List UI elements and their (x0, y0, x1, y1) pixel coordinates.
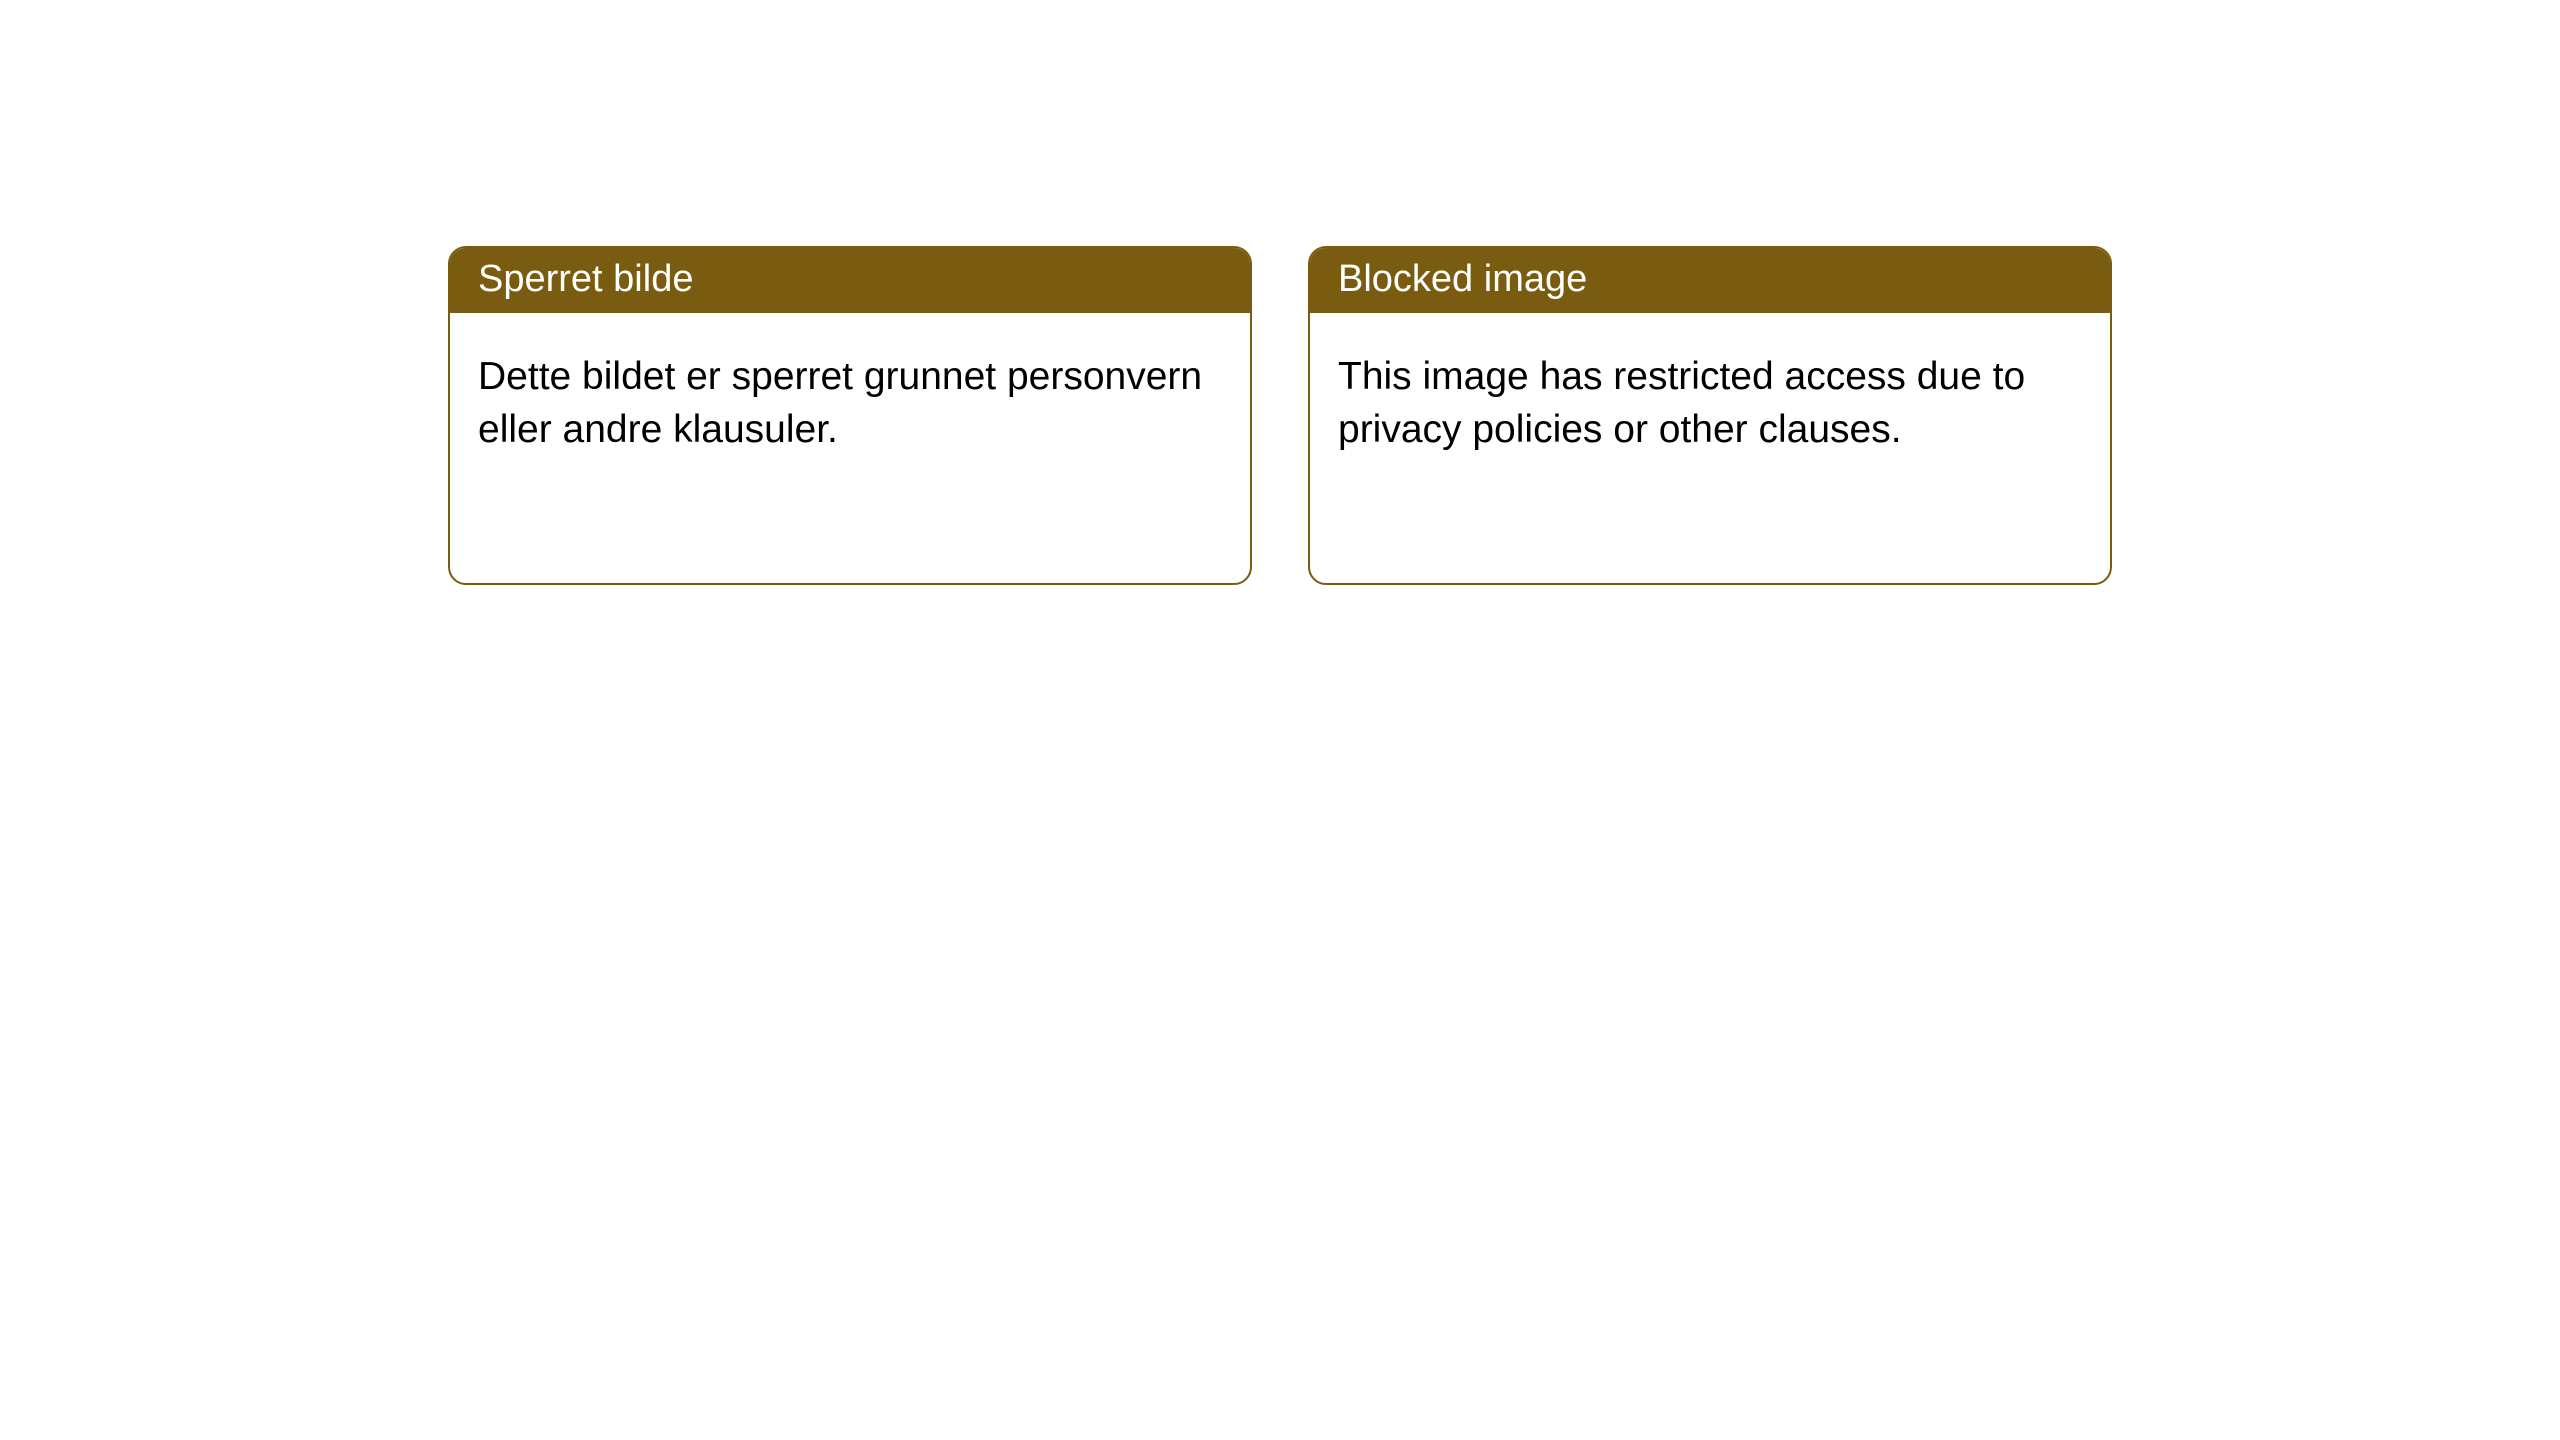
card-body: This image has restricted access due to … (1310, 313, 2110, 583)
card-title: Sperret bilde (478, 258, 693, 300)
card-header: Sperret bilde (450, 248, 1250, 313)
notice-cards-container: Sperret bilde Dette bildet er sperret gr… (0, 0, 2560, 585)
card-message: This image has restricted access due to … (1338, 351, 2082, 456)
card-title: Blocked image (1338, 258, 1587, 300)
card-message: Dette bildet er sperret grunnet personve… (478, 351, 1222, 456)
card-body: Dette bildet er sperret grunnet personve… (450, 313, 1250, 583)
notice-card-norwegian: Sperret bilde Dette bildet er sperret gr… (448, 246, 1252, 585)
card-header: Blocked image (1310, 248, 2110, 313)
notice-card-english: Blocked image This image has restricted … (1308, 246, 2112, 585)
